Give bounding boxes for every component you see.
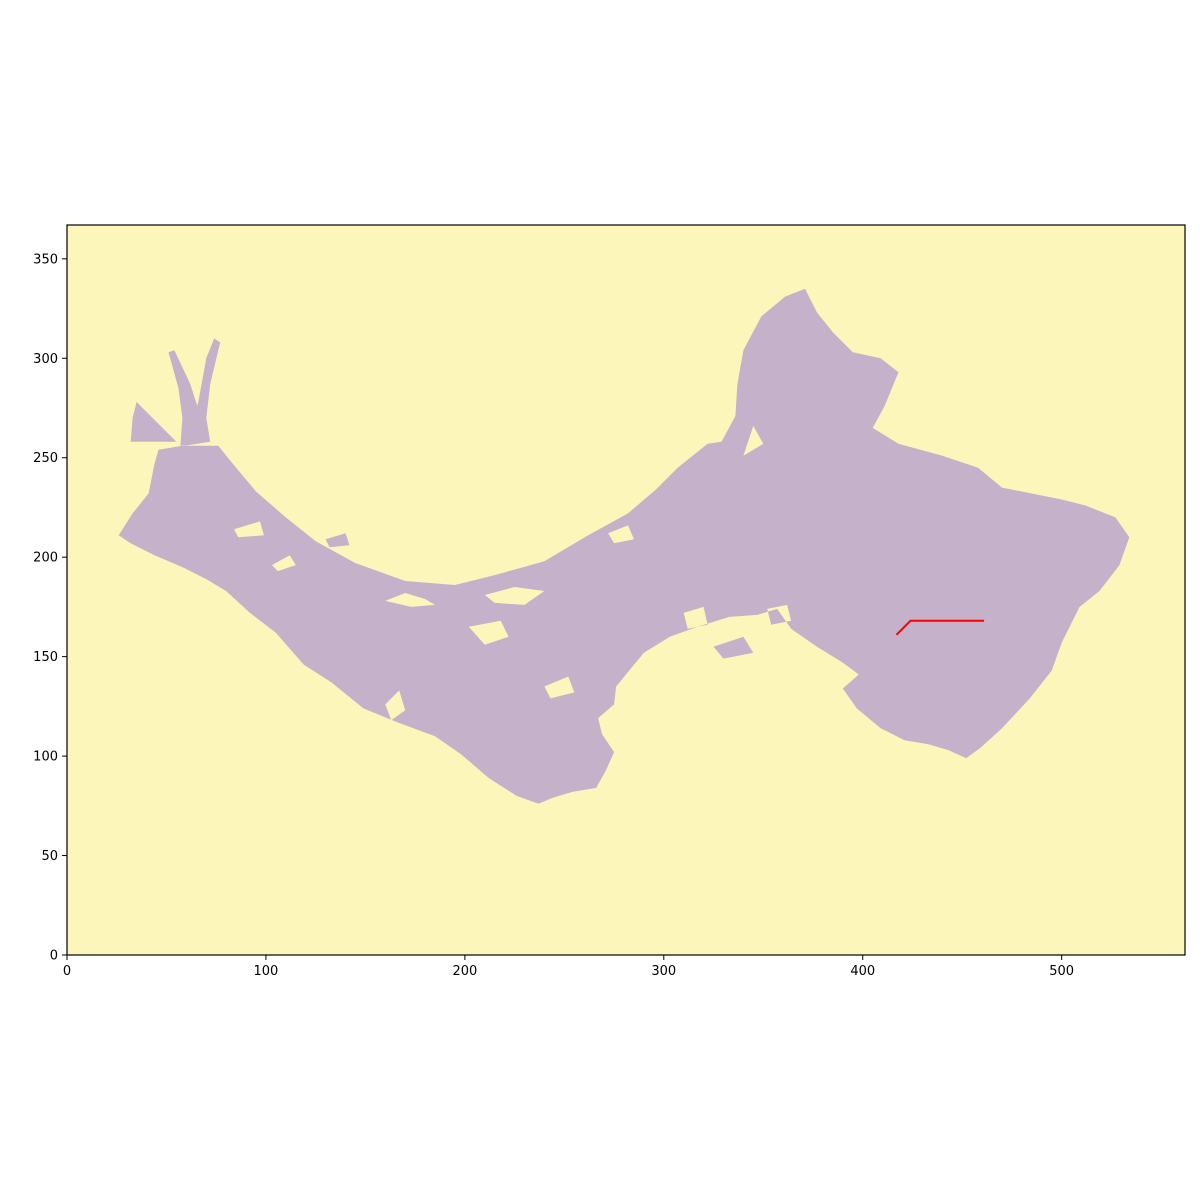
x-tick-label: 100 (254, 964, 279, 979)
x-axis: 0 100 200 300 400 500 (63, 955, 1074, 979)
x-tick-label: 200 (452, 964, 477, 979)
y-axis: 0 50 100 150 200 250 300 350 (33, 252, 67, 964)
route-line-1 (895, 619, 985, 636)
x-tick-label: 500 (1049, 964, 1074, 979)
y-tick-label: 200 (33, 551, 58, 566)
y-tick-label: 300 (33, 352, 58, 367)
y-tick-label: 100 (33, 750, 58, 765)
land-spike-3 (130, 402, 177, 442)
x-tick-label: 300 (651, 964, 676, 979)
y-tick-label: 150 (33, 650, 58, 665)
x-tick-label: 0 (63, 964, 71, 979)
plot-frame (66, 224, 1186, 956)
y-tick-label: 350 (33, 252, 58, 267)
y-tick-label: 250 (33, 451, 58, 466)
land-region (118, 288, 1130, 804)
land-spike-2 (184, 338, 221, 446)
y-tick-label: 0 (50, 949, 58, 964)
x-tick-label: 400 (850, 964, 875, 979)
y-tick-label: 50 (41, 849, 58, 864)
